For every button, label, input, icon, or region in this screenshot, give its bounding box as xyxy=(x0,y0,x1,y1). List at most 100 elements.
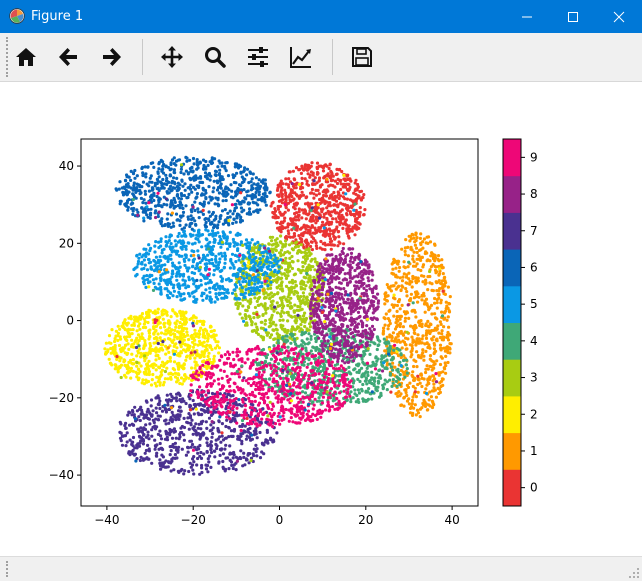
edit-axis-button[interactable] xyxy=(285,41,317,73)
back-button[interactable] xyxy=(53,41,85,73)
data-point xyxy=(239,292,243,296)
data-point xyxy=(163,325,167,329)
data-point xyxy=(442,366,446,370)
maximize-button[interactable] xyxy=(550,0,596,33)
data-point xyxy=(193,366,197,370)
data-point xyxy=(324,233,328,237)
forward-button[interactable] xyxy=(95,41,127,73)
data-point xyxy=(398,373,402,377)
data-point xyxy=(281,337,285,341)
data-point xyxy=(126,342,130,346)
data-point xyxy=(362,351,366,355)
data-point xyxy=(268,190,272,194)
zoom-button[interactable] xyxy=(199,41,231,73)
data-point xyxy=(208,286,212,290)
data-point xyxy=(253,282,257,286)
data-point xyxy=(411,254,415,258)
data-point xyxy=(352,191,356,195)
data-point xyxy=(148,176,152,180)
data-point xyxy=(284,334,288,338)
data-point xyxy=(127,175,131,179)
data-point xyxy=(166,278,170,282)
data-point xyxy=(392,257,396,261)
data-point xyxy=(244,314,248,318)
data-point xyxy=(251,252,255,256)
data-point xyxy=(134,196,138,200)
data-point xyxy=(303,324,307,329)
data-point xyxy=(229,257,233,262)
data-point xyxy=(155,336,159,340)
data-point xyxy=(239,289,243,293)
data-point xyxy=(391,331,395,335)
data-point xyxy=(338,167,342,172)
configure-subplots-button[interactable] xyxy=(242,41,274,73)
data-point xyxy=(174,322,178,326)
data-point xyxy=(443,292,447,296)
data-point xyxy=(308,202,312,206)
data-point xyxy=(340,213,344,217)
data-point xyxy=(345,398,349,402)
data-point xyxy=(279,212,283,216)
data-point xyxy=(160,368,164,372)
data-point xyxy=(117,355,121,359)
data-point xyxy=(187,337,191,342)
data-point xyxy=(291,281,295,285)
data-point xyxy=(131,328,135,332)
data-point xyxy=(280,280,284,284)
data-point xyxy=(398,322,402,326)
data-point xyxy=(328,234,332,238)
save-button[interactable] xyxy=(346,41,378,73)
data-point xyxy=(385,388,389,392)
data-point xyxy=(159,326,163,330)
data-point xyxy=(175,319,179,323)
data-point xyxy=(204,282,208,286)
data-point xyxy=(193,356,197,360)
data-point xyxy=(384,366,388,370)
data-point xyxy=(331,197,335,201)
data-point xyxy=(389,358,393,362)
data-point xyxy=(114,364,118,369)
data-point xyxy=(317,192,321,196)
home-button[interactable] xyxy=(10,41,42,73)
data-point xyxy=(223,261,227,265)
data-point xyxy=(178,321,182,325)
data-point xyxy=(356,377,360,381)
data-point xyxy=(230,189,234,193)
data-point xyxy=(172,368,177,372)
data-point xyxy=(273,216,277,220)
data-point xyxy=(292,292,296,296)
toolbar-grip[interactable] xyxy=(6,37,10,77)
close-button[interactable] xyxy=(596,0,642,33)
data-point xyxy=(144,423,148,427)
data-point xyxy=(294,290,298,294)
pan-button[interactable] xyxy=(156,41,188,73)
data-point xyxy=(194,222,198,227)
data-point xyxy=(169,184,173,188)
minimize-button[interactable] xyxy=(504,0,550,33)
data-point xyxy=(299,240,304,244)
data-point xyxy=(345,213,349,217)
data-point xyxy=(426,258,430,262)
data-point xyxy=(315,215,319,220)
data-point xyxy=(168,359,173,363)
data-point xyxy=(258,257,262,261)
data-point xyxy=(402,340,407,344)
data-point xyxy=(265,260,269,264)
data-point xyxy=(110,328,114,332)
data-point xyxy=(420,274,424,278)
data-point xyxy=(412,364,416,369)
data-point xyxy=(214,196,218,200)
data-point xyxy=(421,280,425,284)
data-point xyxy=(288,251,292,255)
data-point xyxy=(421,334,425,338)
data-point xyxy=(250,195,254,199)
data-point xyxy=(281,198,285,202)
data-point xyxy=(116,324,120,328)
data-point xyxy=(171,332,175,336)
data-point xyxy=(429,265,433,269)
data-point xyxy=(403,249,407,253)
data-point xyxy=(143,189,147,193)
data-point xyxy=(206,354,210,358)
